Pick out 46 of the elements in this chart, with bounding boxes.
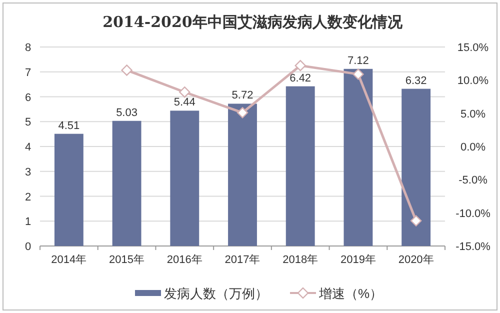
data-label: 6.42 bbox=[290, 72, 312, 84]
bar bbox=[402, 88, 431, 246]
data-label: 4.51 bbox=[58, 120, 80, 132]
bar bbox=[228, 104, 257, 246]
y-tick-label: 3 bbox=[24, 166, 32, 178]
y-tick-label: 4 bbox=[24, 142, 32, 154]
x-tick-label: 2018年 bbox=[282, 254, 318, 266]
y2-tick-label: -10.0% bbox=[456, 208, 491, 220]
data-label: 7.12 bbox=[348, 54, 369, 67]
y2-tick-label: -5.0% bbox=[458, 174, 488, 187]
point bbox=[294, 60, 306, 72]
y-tick-label: 2 bbox=[24, 191, 32, 204]
point bbox=[179, 86, 190, 98]
y-tick-label: 0 bbox=[24, 241, 32, 253]
bar bbox=[112, 120, 142, 246]
y-tick-label: 6 bbox=[24, 92, 32, 104]
x-tick-label: 2014年 bbox=[51, 254, 87, 266]
point bbox=[121, 64, 132, 76]
x-tick-label: 2015年 bbox=[109, 254, 145, 266]
x-tick-label: 2019年 bbox=[340, 254, 376, 266]
data-label: 5.44 bbox=[174, 96, 196, 109]
bar bbox=[170, 110, 200, 246]
chart-title: 2014-2020年中国艾滋病发病人数变化情况 bbox=[102, 13, 404, 31]
legend-label: 发病人数（万例） bbox=[164, 286, 268, 301]
x-tick-label: 2020年 bbox=[398, 254, 434, 266]
y2-tick-label: -15.0% bbox=[456, 241, 491, 253]
point bbox=[352, 68, 364, 80]
y2-tick-label: 15.0% bbox=[457, 42, 489, 54]
data-label: 5.03 bbox=[116, 106, 138, 119]
bar bbox=[54, 134, 84, 246]
x-tick-label: 2016年 bbox=[166, 254, 202, 266]
legend-label: 增速（%） bbox=[318, 286, 383, 301]
y-tick-label: 8 bbox=[24, 42, 32, 54]
y-tick-label: 7 bbox=[24, 66, 32, 79]
y-tick-label: 5 bbox=[24, 116, 32, 129]
y2-tick-label: 5.0% bbox=[460, 108, 486, 120]
data-label: 6.32 bbox=[405, 74, 427, 87]
y2-tick-label: 0.0% bbox=[460, 142, 486, 154]
bar bbox=[344, 68, 373, 246]
bar bbox=[286, 86, 315, 246]
point bbox=[236, 107, 248, 118]
y-tick-label: 1 bbox=[24, 216, 32, 228]
x-tick-label: 2017年 bbox=[224, 254, 260, 266]
data-label: 5.72 bbox=[232, 90, 254, 102]
y2-tick-label: 10.0% bbox=[457, 75, 489, 88]
point bbox=[410, 215, 422, 226]
